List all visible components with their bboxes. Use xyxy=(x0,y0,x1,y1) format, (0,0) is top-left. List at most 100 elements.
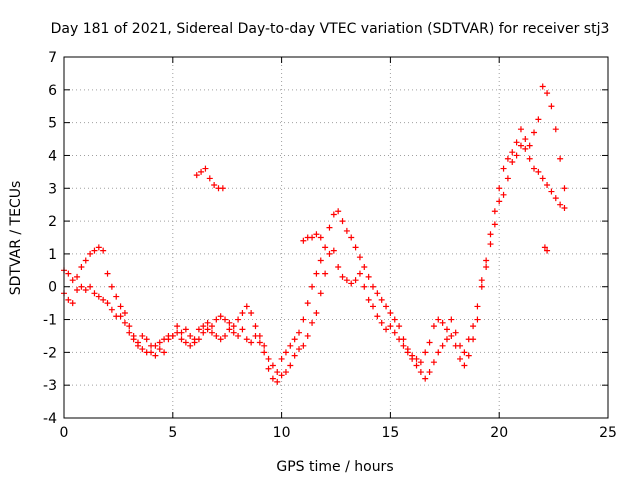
y-tick-label: -2 xyxy=(43,345,57,361)
data-point-marker xyxy=(222,332,229,339)
data-point-marker xyxy=(461,362,468,369)
data-point-marker xyxy=(378,296,385,303)
data-point-marker xyxy=(282,369,289,376)
data-point-marker xyxy=(322,270,329,277)
data-point-marker xyxy=(230,323,237,330)
data-point-marker xyxy=(235,332,242,339)
data-point-marker xyxy=(148,349,155,356)
data-point-marker xyxy=(95,293,102,300)
data-point-marker xyxy=(174,323,181,330)
y-tick-label: -1 xyxy=(43,313,57,329)
data-point-marker xyxy=(213,316,220,323)
data-point-marker xyxy=(557,155,564,162)
data-point-marker xyxy=(278,355,285,362)
data-point-marker xyxy=(356,270,363,277)
data-point-marker xyxy=(239,309,246,316)
y-tick-label: 1 xyxy=(48,247,57,263)
data-point-marker xyxy=(513,152,520,159)
data-point-marker xyxy=(461,349,468,356)
data-point-marker xyxy=(200,323,207,330)
data-point-marker xyxy=(69,300,76,307)
data-point-marker xyxy=(339,273,346,280)
data-point-marker xyxy=(335,208,342,215)
data-point-marker xyxy=(304,300,311,307)
data-point-marker xyxy=(309,234,316,241)
data-point-marker xyxy=(269,375,276,382)
data-point-marker xyxy=(483,264,490,271)
y-tick-label: 0 xyxy=(48,280,57,296)
data-point-marker xyxy=(348,234,355,241)
data-point-marker xyxy=(178,336,185,343)
data-point-marker xyxy=(217,336,224,343)
data-point-marker xyxy=(91,290,98,297)
data-point-marker xyxy=(161,336,168,343)
data-point-marker xyxy=(491,221,498,228)
data-point-marker xyxy=(182,326,189,333)
data-point-marker xyxy=(108,283,115,290)
data-point-marker xyxy=(204,326,211,333)
data-point-marker xyxy=(287,342,294,349)
data-point-marker xyxy=(143,336,150,343)
data-point-marker xyxy=(82,257,89,264)
data-point-marker xyxy=(87,283,94,290)
data-point-marker xyxy=(317,290,324,297)
data-point-marker xyxy=(383,303,390,310)
data-point-marker xyxy=(252,323,259,330)
data-point-marker xyxy=(378,319,385,326)
data-point-marker xyxy=(78,264,85,271)
data-point-marker xyxy=(544,181,551,188)
data-point-marker xyxy=(126,323,133,330)
data-point-marker xyxy=(496,198,503,205)
data-point-marker xyxy=(391,329,398,336)
y-tick-label: 2 xyxy=(48,214,57,230)
data-point-marker xyxy=(452,329,459,336)
axis-ticks: 0 5 10 15 20 25 -4 -3 -2 -1 0 1 2 3 4 5 6 7 xyxy=(43,50,617,441)
data-point-marker xyxy=(121,319,128,326)
data-point-marker xyxy=(317,257,324,264)
data-point-marker xyxy=(439,342,446,349)
data-point-marker xyxy=(198,168,205,175)
data-point-marker xyxy=(182,339,189,346)
data-point-marker xyxy=(222,316,229,323)
data-point-marker xyxy=(274,369,281,376)
data-point-marker xyxy=(374,313,381,320)
data-point-marker xyxy=(404,349,411,356)
data-point-marker xyxy=(322,244,329,251)
data-point-marker xyxy=(206,175,213,182)
data-point-marker xyxy=(470,336,477,343)
data-point-marker xyxy=(544,90,551,97)
y-tick-label: 7 xyxy=(48,50,57,66)
data-point-marker xyxy=(74,287,81,294)
data-point-marker xyxy=(126,329,133,336)
data-point-marker xyxy=(509,159,516,166)
data-point-marker xyxy=(517,126,524,133)
data-point-marker xyxy=(417,359,424,366)
data-point-marker xyxy=(287,362,294,369)
data-point-marker xyxy=(65,270,72,277)
data-point-marker xyxy=(265,355,272,362)
data-point-marker xyxy=(117,313,124,320)
data-point-marker xyxy=(487,231,494,238)
data-point-marker xyxy=(156,346,163,353)
data-point-marker xyxy=(526,142,533,149)
data-point-marker xyxy=(191,339,198,346)
data-point-marker xyxy=(500,165,507,172)
data-point-marker xyxy=(500,191,507,198)
data-point-marker xyxy=(252,332,259,339)
y-axis-label: SDTVAR / TECUs xyxy=(8,181,24,296)
data-point-marker xyxy=(230,329,237,336)
data-point-marker xyxy=(413,355,420,362)
data-point-marker xyxy=(296,329,303,336)
data-point-marker xyxy=(552,126,559,133)
data-point-marker xyxy=(443,326,450,333)
data-point-marker xyxy=(544,247,551,254)
data-point-marker xyxy=(387,323,394,330)
data-point-marker xyxy=(95,244,102,251)
data-point-marker xyxy=(457,355,464,362)
data-point-marker xyxy=(187,332,194,339)
data-point-marker xyxy=(300,237,307,244)
data-point-marker xyxy=(309,319,316,326)
data-point-marker xyxy=(204,319,211,326)
y-tick-label: -4 xyxy=(43,411,57,427)
data-point-marker xyxy=(78,283,85,290)
